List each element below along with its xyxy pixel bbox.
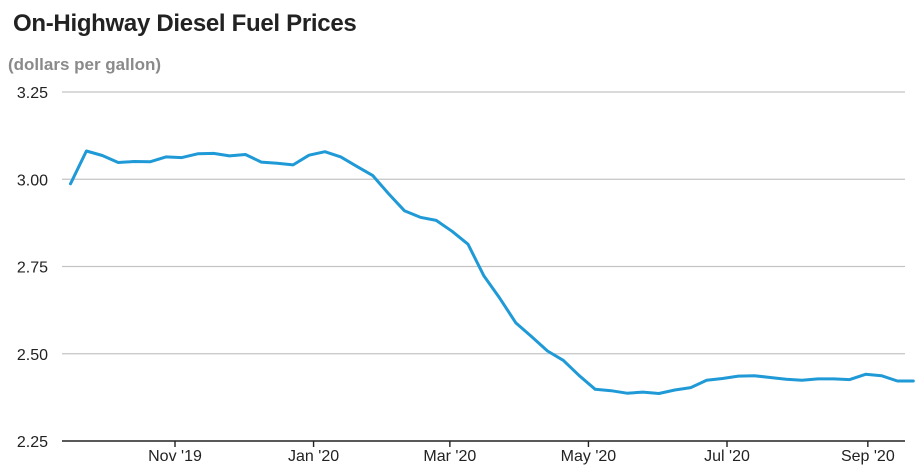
x-tick-label: Nov '19 bbox=[148, 448, 202, 465]
y-tick-label: 3.25 bbox=[17, 85, 48, 102]
x-tick-label: Mar '20 bbox=[423, 448, 476, 465]
y-tick-label: 2.25 bbox=[17, 434, 48, 451]
x-tick-label: May '20 bbox=[561, 448, 617, 465]
x-tick-label: Jul '20 bbox=[704, 448, 750, 465]
y-tick-labels: 3.25 3.00 2.75 2.50 2.25 bbox=[17, 85, 48, 451]
chart-subtitle: (dollars per gallon) bbox=[8, 55, 162, 74]
series-lines bbox=[69, 149, 915, 395]
x-tick-label: Sep '20 bbox=[841, 448, 895, 465]
grid-lines bbox=[62, 91, 905, 355]
x-axis bbox=[62, 440, 905, 447]
x-tick-labels: Nov '19 Jan '20 Mar '20 May '20 Jul '20 Sep '… bbox=[148, 448, 895, 465]
y-tick-label: 3.00 bbox=[17, 172, 48, 189]
series-line bbox=[69, 149, 915, 395]
chart-title: On-Highway Diesel Fuel Prices bbox=[13, 10, 357, 37]
x-tick-label: Jan '20 bbox=[288, 448, 339, 465]
y-tick-label: 2.50 bbox=[17, 347, 48, 364]
y-tick-label: 2.75 bbox=[17, 260, 48, 277]
